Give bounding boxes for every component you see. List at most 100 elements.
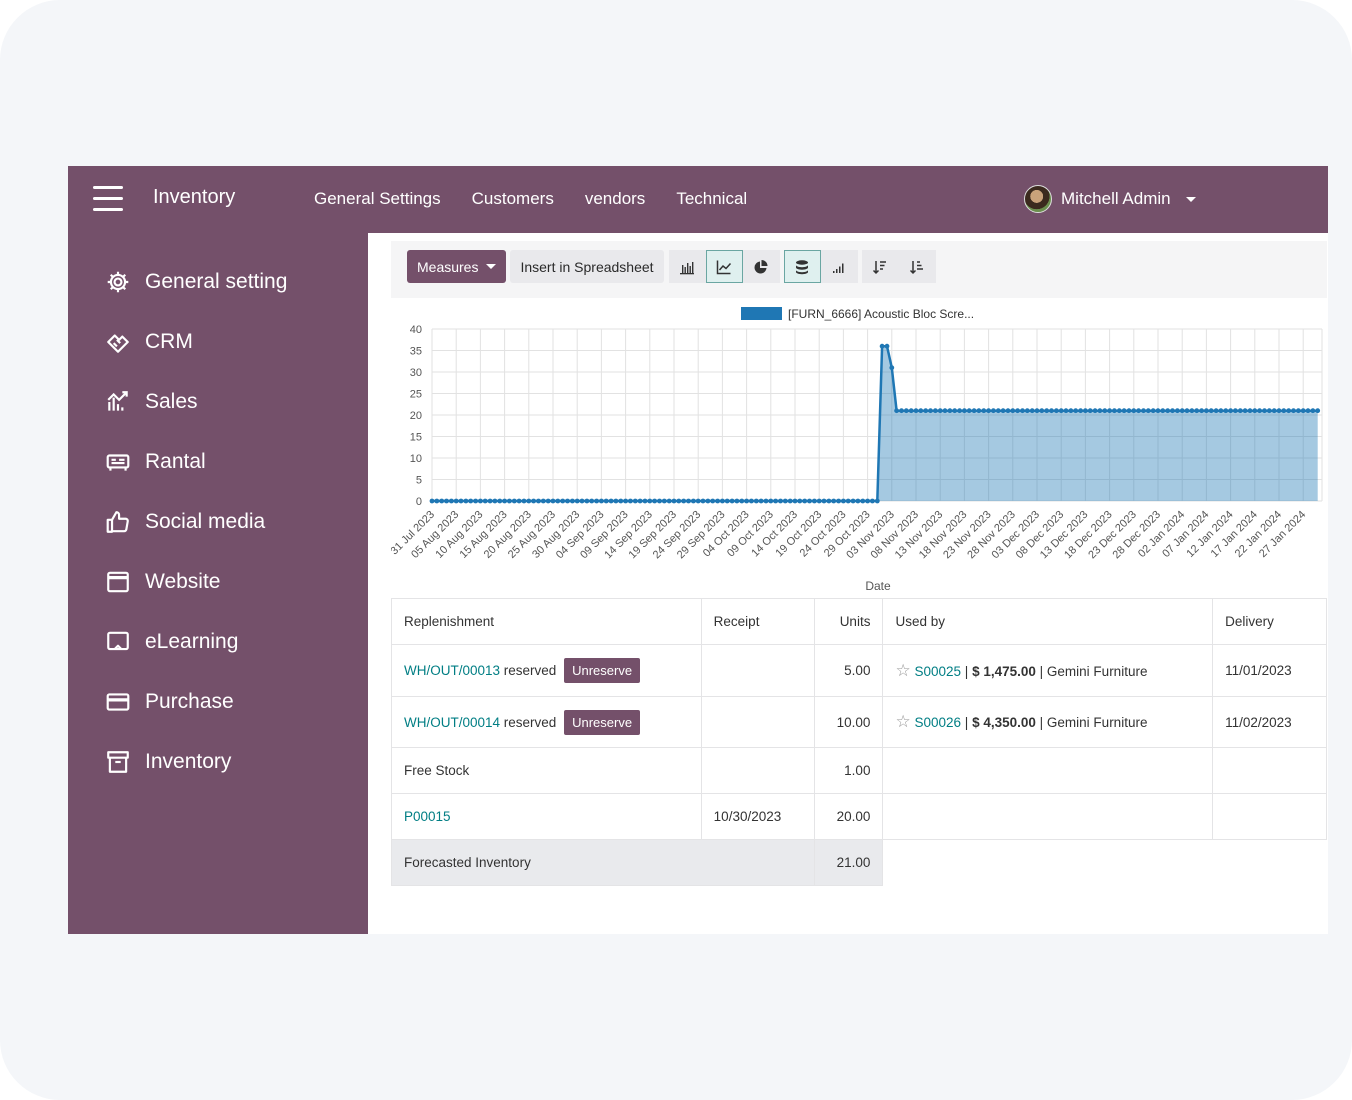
data-point[interactable]	[545, 498, 551, 504]
data-point[interactable]	[1049, 408, 1054, 414]
data-point[interactable]	[768, 498, 774, 504]
data-point[interactable]	[1237, 408, 1243, 414]
data-point[interactable]	[618, 498, 624, 504]
data-point[interactable]	[715, 498, 720, 504]
data-point[interactable]	[821, 498, 827, 504]
data-point[interactable]	[1213, 408, 1219, 414]
data-point[interactable]	[492, 498, 498, 504]
sort-descending-button[interactable]	[861, 250, 899, 283]
data-point[interactable]	[540, 498, 546, 504]
data-point[interactable]	[966, 408, 972, 414]
data-point[interactable]	[1291, 408, 1296, 414]
menu-vendors[interactable]: vendors	[584, 189, 646, 208]
data-point[interactable]	[1286, 408, 1292, 414]
data-point[interactable]	[1281, 408, 1287, 414]
data-point[interactable]	[1194, 408, 1200, 414]
data-point[interactable]	[855, 498, 861, 504]
data-point[interactable]	[686, 498, 691, 504]
data-point[interactable]	[705, 498, 711, 504]
data-point[interactable]	[1233, 408, 1238, 414]
data-point[interactable]	[1199, 408, 1204, 414]
data-point[interactable]	[1034, 408, 1040, 414]
data-point[interactable]	[816, 498, 822, 504]
data-point[interactable]	[657, 498, 662, 504]
data-point[interactable]	[724, 498, 730, 504]
data-point[interactable]	[894, 408, 899, 414]
data-point[interactable]	[870, 498, 875, 504]
data-point[interactable]	[531, 498, 536, 504]
data-point[interactable]	[923, 408, 929, 414]
user-menu[interactable]: Mitchell Admin	[1024, 185, 1196, 213]
data-point[interactable]	[831, 498, 837, 504]
data-point[interactable]	[734, 498, 740, 504]
data-point[interactable]	[681, 498, 687, 504]
insert-spreadsheet-button[interactable]: Insert in Spreadsheet	[510, 250, 664, 283]
data-point[interactable]	[516, 498, 522, 504]
data-point[interactable]	[981, 408, 987, 414]
data-point[interactable]	[865, 498, 870, 504]
data-point[interactable]	[1063, 408, 1069, 414]
data-point[interactable]	[782, 498, 788, 504]
data-point[interactable]	[579, 498, 585, 504]
data-point[interactable]	[758, 498, 764, 504]
legend-swatch[interactable]	[741, 307, 782, 320]
data-point[interactable]	[928, 408, 933, 414]
data-point[interactable]	[933, 408, 938, 414]
data-point[interactable]	[807, 498, 812, 504]
data-point[interactable]	[812, 498, 817, 504]
data-point[interactable]	[937, 408, 943, 414]
data-point[interactable]	[1131, 408, 1137, 414]
data-point[interactable]	[749, 498, 754, 504]
data-point[interactable]	[647, 498, 653, 504]
data-point[interactable]	[511, 498, 517, 504]
data-point[interactable]	[521, 498, 527, 504]
data-point[interactable]	[903, 408, 909, 414]
cumulative-button[interactable]	[820, 250, 858, 283]
data-point[interactable]	[1102, 408, 1108, 414]
data-point[interactable]	[797, 498, 803, 504]
data-point[interactable]	[1228, 408, 1233, 414]
data-point[interactable]	[1126, 408, 1132, 414]
data-point[interactable]	[1141, 408, 1146, 414]
data-point[interactable]	[637, 498, 643, 504]
data-point[interactable]	[1020, 408, 1025, 414]
stacked-button[interactable]	[783, 250, 821, 283]
data-point[interactable]	[429, 498, 435, 504]
bar-chart-button[interactable]	[668, 250, 706, 283]
pie-chart-button[interactable]	[742, 250, 780, 283]
data-point[interactable]	[1252, 408, 1258, 414]
data-point[interactable]	[1310, 408, 1316, 414]
unreserve-button[interactable]: Unreserve	[564, 709, 641, 735]
data-point[interactable]	[962, 408, 967, 414]
data-point[interactable]	[507, 498, 512, 504]
data-point[interactable]	[453, 498, 459, 504]
sidebar-item-sales[interactable]: Sales	[105, 389, 198, 415]
data-point[interactable]	[589, 498, 595, 504]
data-point[interactable]	[599, 498, 604, 504]
data-point[interactable]	[1150, 408, 1156, 414]
data-point[interactable]	[1083, 408, 1088, 414]
data-point[interactable]	[695, 498, 701, 504]
data-point[interactable]	[1000, 408, 1006, 414]
data-point[interactable]	[700, 498, 706, 504]
data-point[interactable]	[439, 498, 445, 504]
data-point[interactable]	[753, 498, 759, 504]
data-point[interactable]	[1024, 408, 1030, 414]
data-point[interactable]	[841, 498, 846, 504]
data-point[interactable]	[778, 498, 783, 504]
data-point[interactable]	[976, 408, 982, 414]
data-point[interactable]	[449, 498, 454, 504]
menu-general-settings[interactable]: General Settings	[314, 189, 441, 208]
data-point[interactable]	[608, 498, 614, 504]
menu-technical[interactable]: Technical	[676, 189, 748, 208]
data-point[interactable]	[482, 498, 488, 504]
data-point[interactable]	[1315, 408, 1321, 414]
data-point[interactable]	[908, 408, 914, 414]
sidebar-item-purchase[interactable]: Purchase	[105, 689, 234, 715]
data-point[interactable]	[802, 498, 808, 504]
data-point[interactable]	[826, 498, 832, 504]
delivery-order-link[interactable]: WH/OUT/00013	[404, 663, 501, 678]
data-point[interactable]	[1044, 408, 1050, 414]
data-point[interactable]	[1112, 408, 1117, 414]
data-point[interactable]	[729, 498, 735, 504]
